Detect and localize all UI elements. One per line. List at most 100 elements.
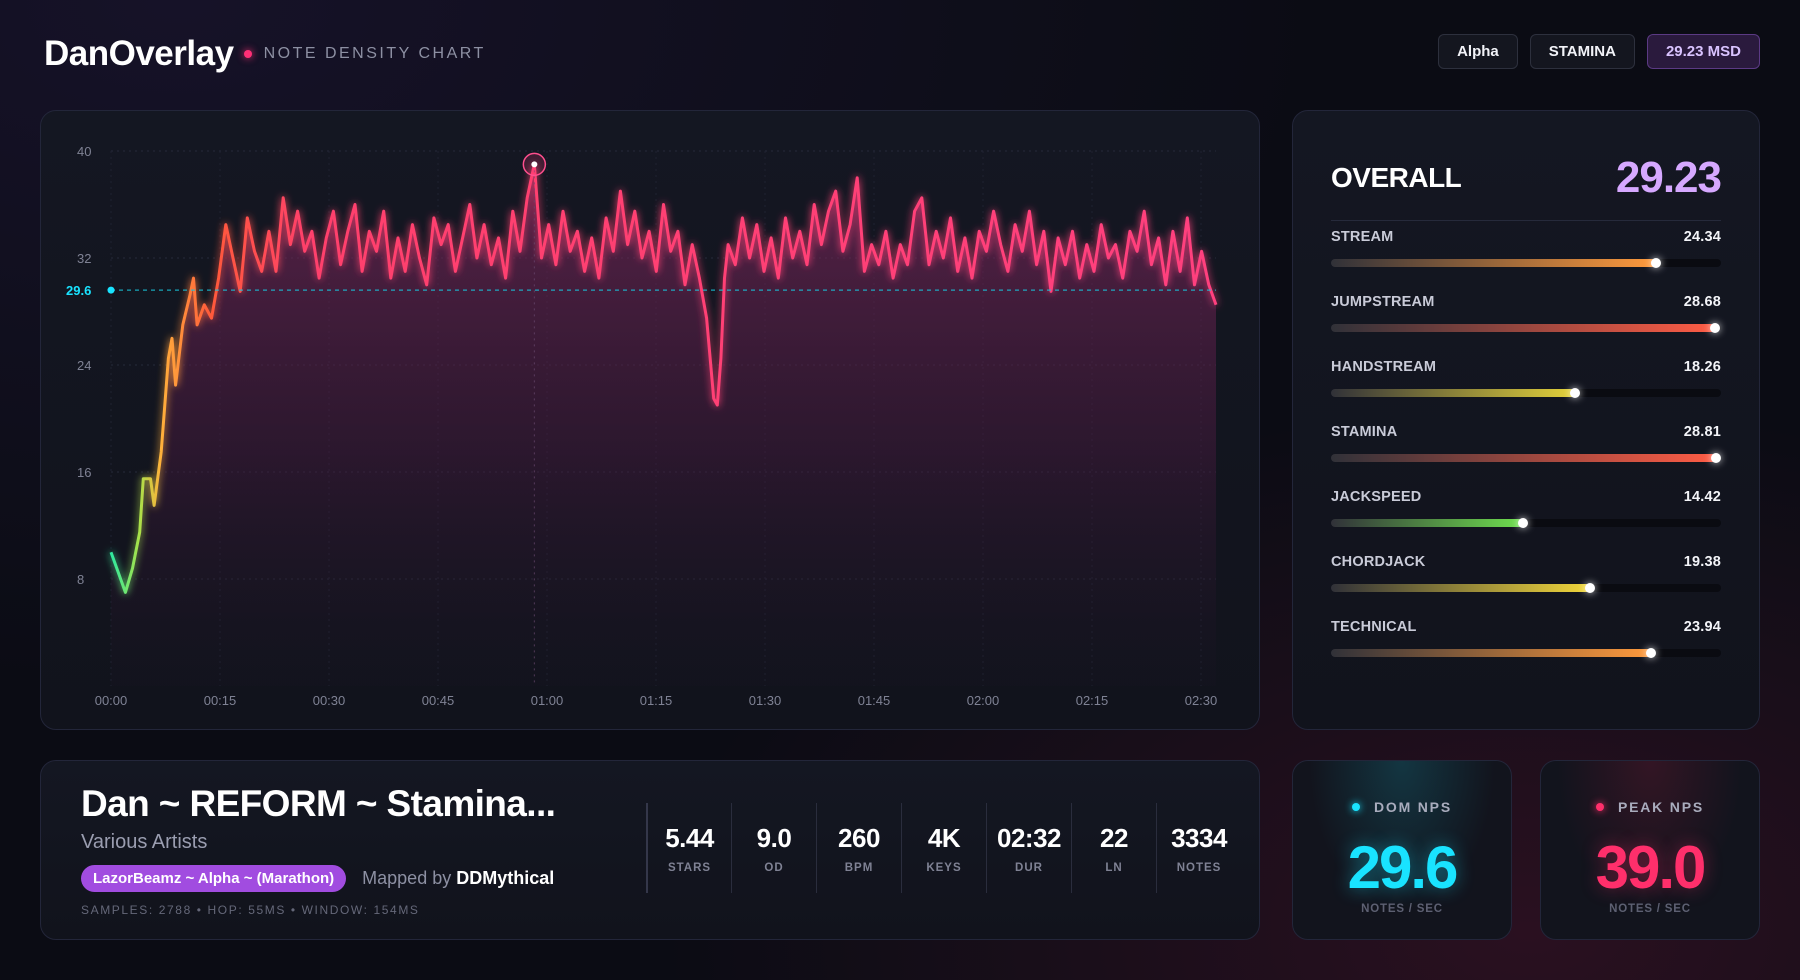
- peak-nps-unit: NOTES / SEC: [1609, 903, 1691, 915]
- skill-value: 24.34: [1683, 229, 1721, 245]
- peak-nps-value: 39.0: [1595, 834, 1707, 901]
- skill-bar-fill: [1331, 649, 1652, 657]
- x-tick-label: 00:30: [313, 693, 346, 708]
- skill-bar-knob: [1570, 388, 1580, 398]
- skill-bar-knob: [1651, 258, 1661, 268]
- page-subtitle: NOTE DENSITY CHART: [263, 45, 486, 62]
- skill-bar-fill: [1331, 519, 1524, 527]
- stat-label: KEYS: [926, 861, 962, 874]
- dom-nps-unit: NOTES / SEC: [1361, 903, 1443, 915]
- stat-stars: 5.44 STARS: [646, 803, 731, 893]
- mapper-credit: Mapped by DDMythical: [362, 868, 554, 889]
- skill-bar-fill: [1331, 259, 1657, 267]
- skill-bar-track: [1331, 323, 1721, 333]
- skill-head: STAMINA 28.81: [1331, 424, 1721, 440]
- header-pills: Alpha STAMINA 29.23 MSD: [1438, 34, 1760, 69]
- peak-marker-dot: [531, 161, 538, 168]
- skill-head: CHORDJACK 19.38: [1331, 554, 1721, 570]
- skill-row-handstream: HANDSTREAM 18.26: [1331, 359, 1721, 411]
- cyan-dot-icon: [1352, 803, 1361, 811]
- skill-bar-knob: [1646, 648, 1656, 658]
- y-tick-label: 8: [77, 572, 84, 587]
- skill-bar-knob: [1585, 583, 1595, 593]
- skill-bar-fill: [1331, 454, 1717, 462]
- x-tick-label: 02:00: [967, 693, 1000, 708]
- skill-name: STAMINA: [1331, 424, 1398, 440]
- x-tick-label: 02:15: [1076, 693, 1109, 708]
- skill-head: HANDSTREAM 18.26: [1331, 359, 1721, 375]
- x-tick-label: 01:15: [640, 693, 673, 708]
- peak-nps-card: PEAK NPS 39.0 NOTES / SEC: [1540, 760, 1760, 940]
- stats-row: 5.44 STARS 9.0 OD 260 BPM 4K KEYS 02:32 DUR 2…: [646, 803, 1241, 893]
- overall-label: OVERALL: [1331, 161, 1462, 193]
- skill-bar-track: [1331, 518, 1721, 528]
- mapper-name: DDMythical: [456, 868, 555, 888]
- overall-value: 29.23: [1615, 152, 1722, 202]
- skill-value: 14.42: [1683, 489, 1721, 505]
- y-tick-label: 32: [77, 251, 91, 266]
- sample-meta: SAMPLES: 2788 • HOP: 55MS • WINDOW: 154M…: [81, 903, 420, 917]
- y-tick-label: 40: [77, 144, 91, 159]
- skill-name: HANDSTREAM: [1331, 359, 1437, 375]
- stat-value: 22: [1100, 822, 1128, 853]
- x-tick-label: 00:00: [95, 693, 128, 708]
- x-tick-label: 02:30: [1185, 693, 1218, 708]
- difficulty-row: LazorBeamz ~ Alpha ~ (Marathon) Mapped b…: [81, 865, 554, 892]
- skillset-pill: STAMINA: [1529, 34, 1635, 69]
- skill-head: STREAM 24.34: [1331, 229, 1721, 245]
- msd-pill: 29.23 MSD: [1646, 34, 1760, 69]
- stat-notes: 3334 NOTES: [1156, 803, 1241, 893]
- skill-value: 19.38: [1683, 554, 1721, 570]
- dom-nps-value: 29.6: [1347, 834, 1459, 901]
- stat-label: BPM: [844, 861, 874, 874]
- x-tick-label: 00:45: [422, 693, 455, 708]
- skill-name: JUMPSTREAM: [1331, 294, 1435, 310]
- skill-name: TECHNICAL: [1331, 619, 1417, 635]
- stat-ln: 22 LN: [1071, 803, 1156, 893]
- difficulty-badge: LazorBeamz ~ Alpha ~ (Marathon): [81, 865, 347, 892]
- skill-name: CHORDJACK: [1331, 554, 1426, 570]
- dominant-nps-dot: [107, 286, 115, 294]
- stat-value: 5.44: [665, 822, 714, 853]
- peak-nps-header: PEAK NPS: [1541, 799, 1759, 815]
- density-area: [111, 164, 1216, 686]
- skill-bar-knob: [1710, 323, 1720, 333]
- overall-row: OVERALL 29.23: [1331, 151, 1722, 221]
- skill-name: STREAM: [1331, 229, 1394, 245]
- skill-row-stream: STREAM 24.34: [1331, 229, 1721, 281]
- density-chart: 29.6 8 16 24 32 40 00:00 00:15 00:30 00:45 01:00 0…: [66, 144, 1218, 708]
- song-artist: Various Artists: [81, 831, 208, 853]
- skill-value: 23.94: [1683, 619, 1721, 635]
- app-header: DanOverlay NOTE DENSITY CHART: [44, 28, 486, 80]
- skill-value: 18.26: [1683, 359, 1721, 375]
- skill-head: JUMPSTREAM 28.68: [1331, 294, 1721, 310]
- dom-nps-header: DOM NPS: [1293, 799, 1511, 815]
- stat-od: 9.0 OD: [731, 803, 816, 893]
- difficulty-pill: Alpha: [1438, 34, 1518, 69]
- stat-bpm: 260 BPM: [816, 803, 901, 893]
- x-tick-label: 01:30: [749, 693, 782, 708]
- skill-bar-track: [1331, 648, 1721, 658]
- mapped-by-prefix: Mapped by: [362, 868, 452, 888]
- skill-row-chordjack: CHORDJACK 19.38: [1331, 554, 1721, 606]
- song-info-card: Dan ~ REFORM ~ Stamina... Various Artist…: [40, 760, 1260, 940]
- x-tick-label: 00:15: [204, 693, 237, 708]
- dominant-nps-label: 29.6: [66, 283, 91, 298]
- x-tick-label: 01:45: [858, 693, 891, 708]
- stat-label: OD: [764, 861, 784, 874]
- skill-row-stamina: STAMINA 28.81: [1331, 424, 1721, 476]
- dom-nps-card: DOM NPS 29.6 NOTES / SEC: [1292, 760, 1512, 940]
- stat-label: DUR: [1015, 861, 1043, 874]
- stat-value: 4K: [927, 822, 961, 853]
- dom-nps-label: DOM NPS: [1374, 799, 1452, 815]
- stat-keys: 4K KEYS: [901, 803, 986, 893]
- density-line: [109, 162, 1218, 594]
- skill-bar-knob: [1711, 453, 1721, 463]
- brand-logo: DanOverlay: [44, 34, 234, 73]
- skills-card: OVERALL 29.23 STREAM 24.34 JUMPSTREAM 28.68…: [1292, 110, 1760, 730]
- skill-bar-track: [1331, 388, 1721, 398]
- skill-bar-track: [1331, 453, 1721, 463]
- peak-nps-label: PEAK NPS: [1618, 799, 1704, 815]
- skill-head: TECHNICAL 23.94: [1331, 619, 1721, 635]
- stat-label: NOTES: [1176, 861, 1222, 874]
